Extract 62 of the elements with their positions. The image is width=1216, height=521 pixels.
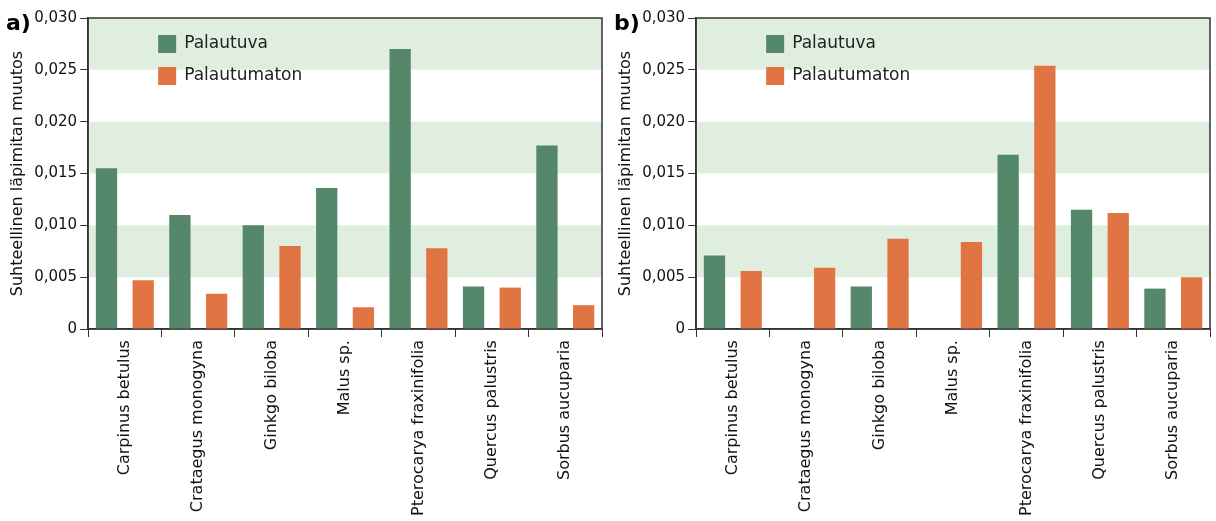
y-axis-title: Suhteellinen läpimitan muutos <box>614 50 634 297</box>
bar <box>169 215 191 329</box>
y-tick-label: 0,025 <box>34 59 78 78</box>
x-tick-label: Malus sp. <box>942 340 962 416</box>
bar <box>1107 212 1129 329</box>
y-tick-label: 0 <box>675 318 686 337</box>
x-tick-label: Carpinus betulus <box>114 340 133 476</box>
bar <box>352 307 375 329</box>
y-tick-label: 0,005 <box>34 267 78 286</box>
bar <box>813 267 836 329</box>
bar <box>997 154 1019 329</box>
bar <box>95 168 118 329</box>
chart-title: a) <box>6 10 31 35</box>
x-tick-label: Quercus palustris <box>481 340 501 480</box>
bar <box>242 225 264 329</box>
y-tick-label: 0,020 <box>34 111 78 130</box>
x-tick-label: Sorbus aucuparia <box>554 340 574 480</box>
bar <box>960 241 983 329</box>
bar <box>573 305 595 329</box>
bar <box>703 255 726 329</box>
y-tick-label: 0,005 <box>642 267 686 286</box>
x-tick-label: Carpinus betulus <box>722 340 741 476</box>
x-tick-label: Malus sp. <box>334 340 354 416</box>
legend-label: Palautumaton <box>184 64 303 85</box>
x-tick-label: Crataegus monogyna <box>187 340 207 513</box>
y-tick-label: 0,010 <box>34 215 78 234</box>
y-tick-label: 0 <box>67 318 78 337</box>
bar <box>462 286 485 329</box>
bar <box>1144 288 1166 329</box>
x-tick-label: Ginkgo biloba <box>260 340 280 451</box>
x-tick-label: Ginkgo biloba <box>868 340 888 451</box>
bar <box>279 246 301 329</box>
y-tick-label: 0,020 <box>642 111 686 130</box>
legend-label: Palautuva <box>792 32 876 53</box>
x-tick-label: Pterocarya fraxinifolia <box>1015 340 1035 516</box>
bar <box>389 49 411 329</box>
x-tick-label: Sorbus aucuparia <box>1162 340 1182 480</box>
bar <box>205 293 228 329</box>
y-tick-label: 0,030 <box>642 7 686 26</box>
y-tick-label: 0,010 <box>642 215 686 234</box>
bar <box>132 280 154 329</box>
bar <box>426 248 448 329</box>
y-tick-label: 0,015 <box>34 163 78 182</box>
y-tick-label: 0,030 <box>34 7 78 26</box>
y-tick-label: 0,025 <box>642 59 686 78</box>
x-tick-label: Quercus palustris <box>1089 340 1109 480</box>
chart-title: b) <box>614 10 640 35</box>
bar <box>850 286 872 329</box>
x-tick-label: Crataegus monogyna <box>795 340 815 513</box>
y-tick-label: 0,015 <box>642 163 686 182</box>
bar <box>887 238 909 329</box>
bar <box>499 287 521 329</box>
bar <box>1181 277 1203 329</box>
bar <box>740 270 762 329</box>
y-axis-title: Suhteellinen läpimitan muutos <box>6 50 26 297</box>
bar <box>1034 65 1056 329</box>
bar <box>1070 209 1093 329</box>
bar <box>536 145 558 329</box>
legend-label: Palautumaton <box>792 64 911 85</box>
bar <box>316 188 338 329</box>
legend-label: Palautuva <box>184 32 268 53</box>
x-tick-label: Pterocarya fraxinifolia <box>407 340 427 516</box>
